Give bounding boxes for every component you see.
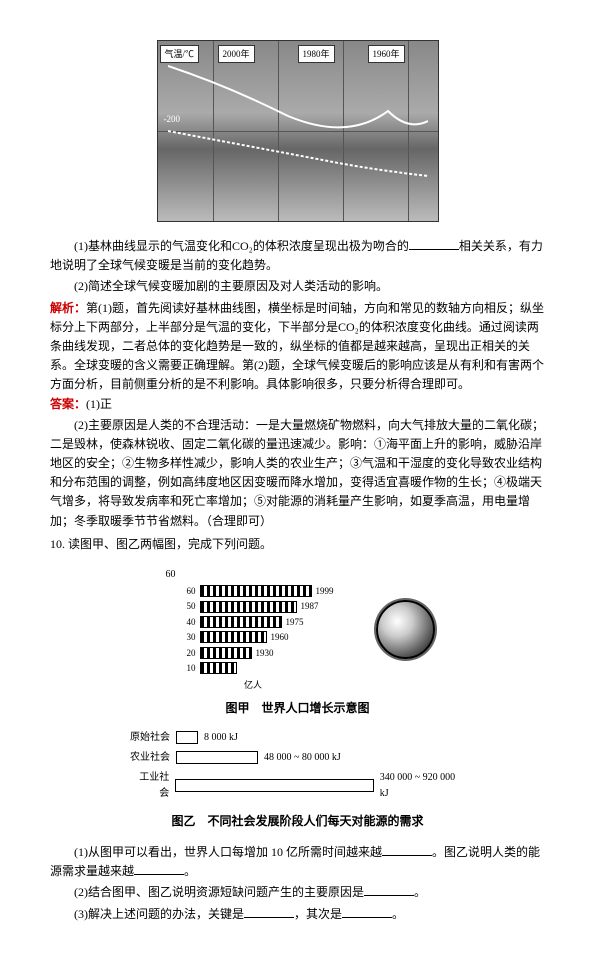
population-tower: 60 60 1999 50 1987 40 1975 30 1960 20 1930 10 亿人: [161, 567, 346, 693]
question-10: 10. 读图甲、图乙两幅图，完成下列问题。: [50, 535, 545, 554]
energy-row: 农业社会 48 000 ~ 80 000 kJ: [130, 750, 465, 766]
answer-1: (1)正: [86, 397, 112, 411]
blank-sub3-1: [244, 905, 294, 918]
energy-chart: 原始社会 8 000 kJ 农业社会 48 000 ~ 80 000 kJ 工业社会 34…: [130, 730, 465, 802]
sub3-c: 。: [392, 907, 404, 921]
chart-curves: [168, 61, 428, 181]
energy-row: 原始社会 8 000 kJ: [130, 730, 465, 746]
subq-3: (3)解决上述问题的办法，关键是 ，其次是 。: [50, 905, 545, 924]
energy-row-value: 48 000 ~ 80 000 kJ: [264, 750, 341, 766]
energy-row-label: 农业社会: [130, 750, 170, 766]
question-2: (2)简述全球气候变暖加剧的主要原因及对人类活动的影响。: [50, 277, 545, 296]
energy-row: 工业社会 340 000 ~ 920 000 kJ: [130, 770, 465, 802]
population-row: 30 1960: [161, 630, 346, 644]
blank-sub3-2: [342, 905, 392, 918]
pop-row-num: 50: [161, 599, 196, 613]
pop-row-bar: [200, 662, 237, 674]
pop-row-year: 1987: [301, 599, 331, 613]
pop-row-num: 10: [161, 661, 196, 675]
pop-row-num: 20: [161, 646, 196, 660]
q1-text-a: (1)基林曲线显示的气温变化和CO₂的体积浓度呈现出极为吻合的: [74, 239, 409, 253]
question-1: (1)基林曲线显示的气温变化和CO₂的体积浓度呈现出极为吻合的相关关系，有力地说…: [50, 237, 545, 275]
population-chart: 60 60 1999 50 1987 40 1975 30 1960 20 1930 10 亿人 图…: [50, 564, 545, 718]
pop-row-num: 30: [161, 630, 196, 644]
subq-1: (1)从图甲可以看出，世界人口每增加 10 亿所需时间越来越。图乙说明人类的能源…: [50, 843, 545, 881]
pop-row-year: 1975: [286, 615, 316, 629]
energy-caption: 图乙 不同社会发展阶段人们每天对能源的需求: [50, 812, 545, 831]
sub3-b: ，其次是: [294, 907, 342, 921]
pop-row-num: 60: [161, 584, 196, 598]
blank-1: [409, 237, 459, 250]
analysis-label: 解析：: [50, 301, 86, 315]
pop-row-year: 1999: [316, 584, 346, 598]
pop-row-bar: [200, 647, 252, 659]
chart-keeling-curve: 气温/℃ 2000年 1980年 1960年 -200: [157, 40, 439, 222]
sub2-b: 。: [414, 885, 426, 899]
energy-row-bar: [175, 779, 373, 792]
energy-row-bar: [176, 751, 258, 764]
globe-icon: [376, 600, 435, 659]
energy-row-value: 340 000 ~ 920 000 kJ: [380, 770, 465, 802]
pop-row-bar: [200, 601, 297, 613]
pop-row-year: 1930: [256, 646, 286, 660]
pop-unit-label: 亿人: [244, 678, 262, 692]
energy-row-label: 原始社会: [130, 730, 170, 746]
blank-sub1-2: [134, 862, 184, 875]
energy-row-bar: [176, 731, 198, 744]
pop-row-year: 1960: [271, 630, 301, 644]
population-row: 60 1999: [161, 584, 346, 598]
answer-2: (2)主要原因是人类的不合理活动：一是大量燃烧矿物燃料，向大气排放大量的二氧化碳…: [50, 416, 545, 531]
population-row: 50 1987: [161, 599, 346, 613]
population-row: 40 1975: [161, 615, 346, 629]
population-row: 20 1930: [161, 646, 346, 660]
sub3-a: (3)解决上述问题的办法，关键是: [74, 907, 244, 921]
blank-sub1-1: [382, 843, 432, 856]
answer-block: 答案：(1)正: [50, 395, 545, 414]
pop-row-bar: [200, 585, 312, 597]
chart-y2-label: -200: [160, 111, 185, 127]
population-row: 10: [161, 661, 346, 675]
pop-row-bar: [200, 616, 282, 628]
analysis-block: 解析：第(1)题，首先阅读好基林曲线图，横坐标是时间轴，方向和常见的数轴方向相反…: [50, 299, 545, 395]
sub1-a: (1)从图甲可以看出，世界人口每增加 10 亿所需时间越来越: [74, 845, 382, 859]
pop-unit-top: 60: [166, 569, 176, 580]
pop-row-num: 40: [161, 615, 196, 629]
analysis-text: 第(1)题，首先阅读好基林曲线图，横坐标是时间轴，方向和常见的数轴方向相反；纵坐…: [50, 301, 544, 392]
blank-sub2: [364, 883, 414, 896]
sub2-a: (2)结合图甲、图乙说明资源短缺问题产生的主要原因是: [74, 885, 364, 899]
energy-row-value: 8 000 kJ: [204, 730, 238, 746]
population-caption: 图甲 世界人口增长示意图: [50, 699, 545, 718]
pop-row-bar: [200, 631, 267, 643]
subq-2: (2)结合图甲、图乙说明资源短缺问题产生的主要原因是 。: [50, 883, 545, 902]
energy-row-label: 工业社会: [130, 770, 169, 802]
sub1-c: 。: [184, 864, 196, 878]
answer-label: 答案：: [50, 397, 86, 411]
